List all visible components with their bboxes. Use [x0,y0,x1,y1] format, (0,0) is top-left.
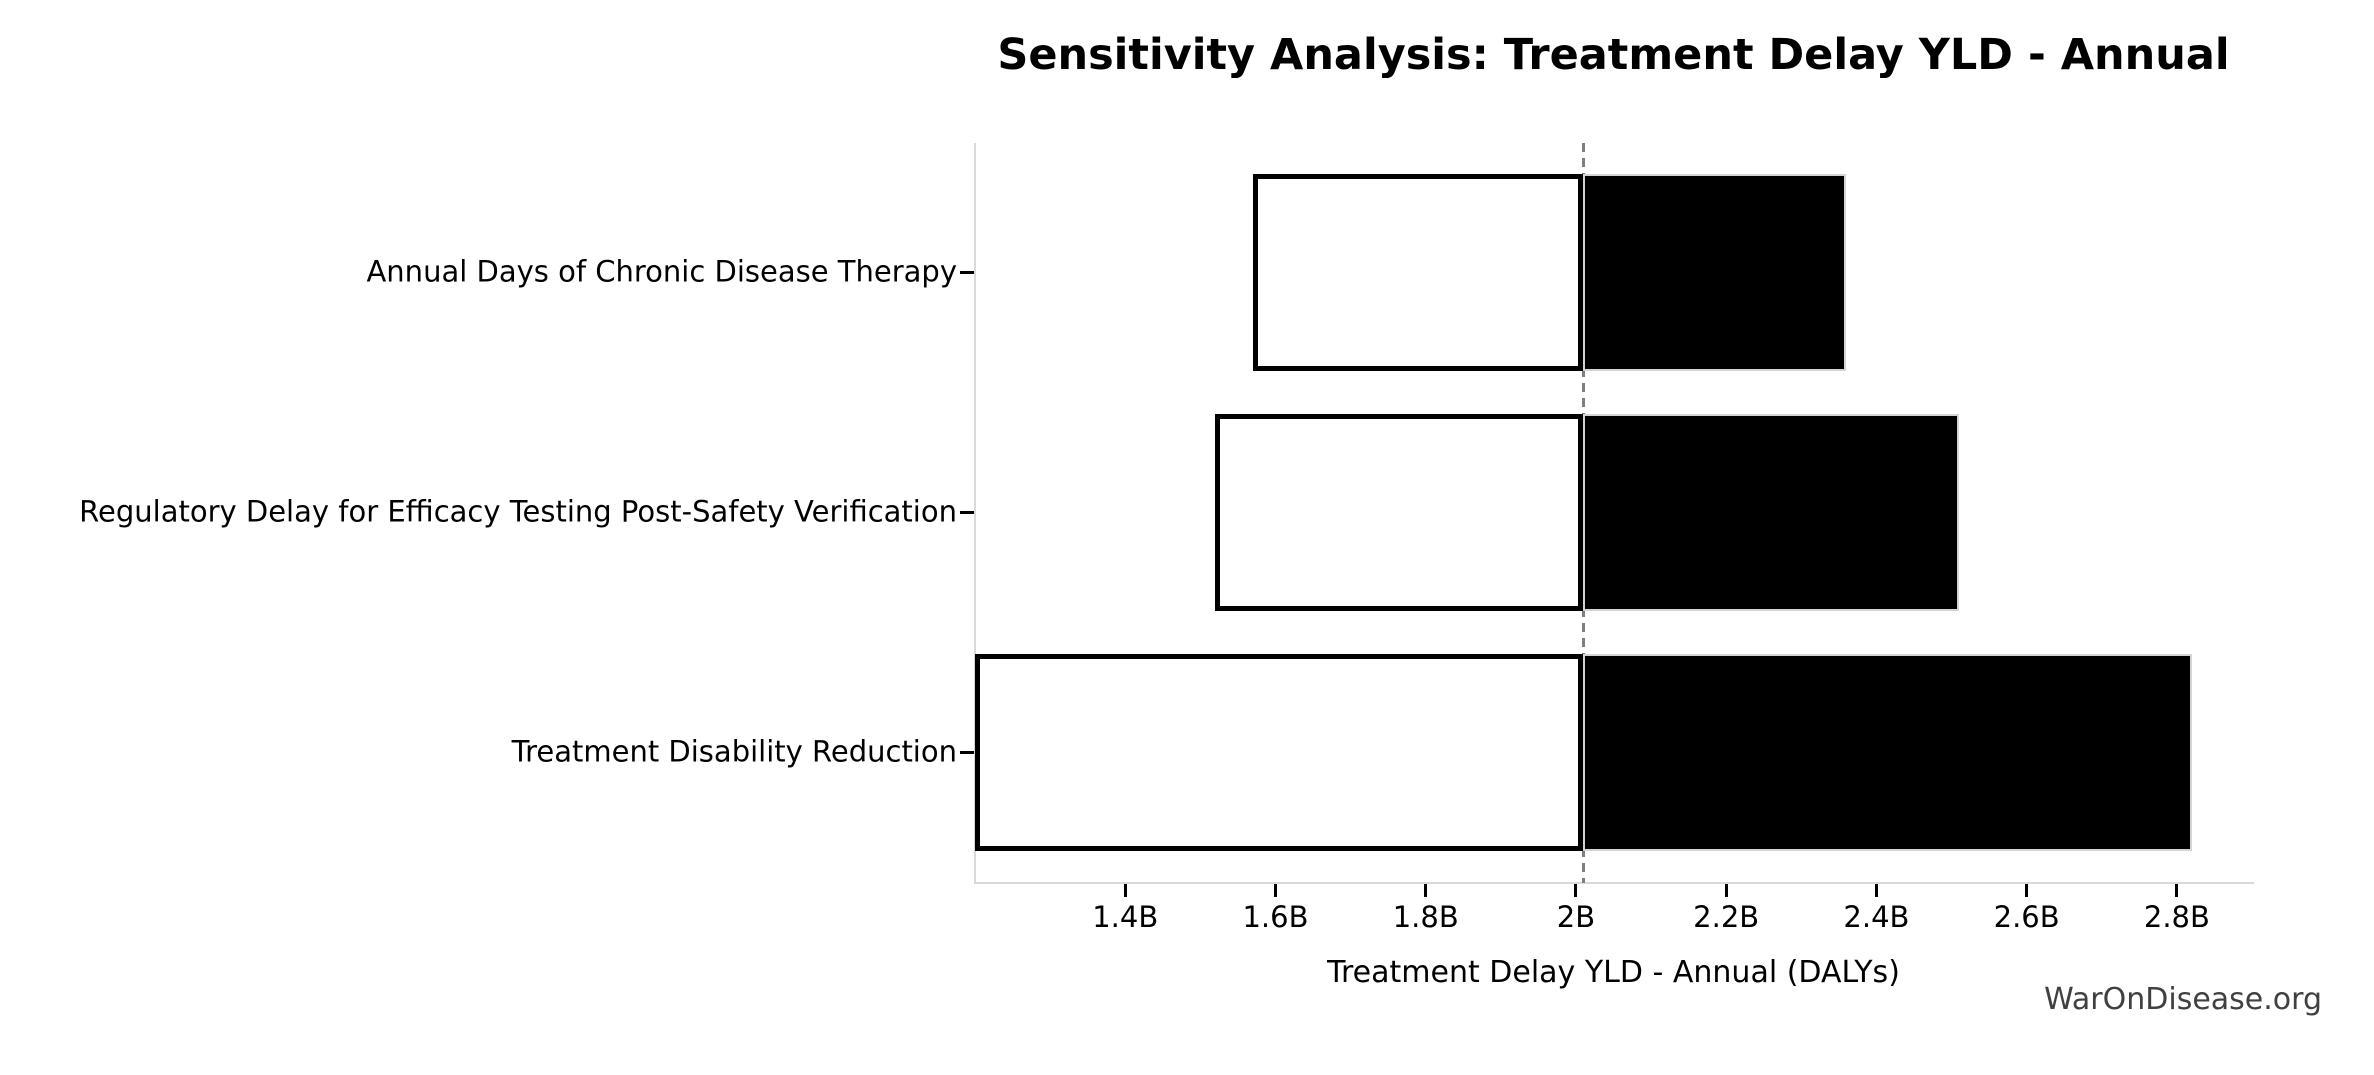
x-axis-tick-mark [1874,884,1878,897]
x-axis-tick-label: 1.6B [1242,900,1309,934]
x-axis-tick-label: 2.6B [1993,900,2060,934]
x-axis-spine [974,882,2254,884]
bar-high-segment [1583,173,1847,371]
x-axis-tick-mark [2175,884,2179,897]
bar-low-segment [1215,413,1584,611]
y-axis-tick-label: Regulatory Delay for Efficacy Testing Po… [79,494,957,529]
x-axis-tick-mark [1273,884,1277,897]
chart-title: Sensitivity Analysis: Treatment Delay YL… [997,30,2230,80]
bar-low-segment [1252,173,1584,371]
y-axis-tick-mark [960,510,974,514]
x-axis-tick-mark [1424,884,1428,897]
x-axis-tick-label: 2.8B [2143,900,2210,934]
bar-low-segment [975,653,1584,851]
x-axis-tick-mark [1123,884,1127,897]
watermark: WarOnDisease.org [2044,982,2322,1017]
x-axis-tick-mark [1574,884,1578,897]
x-axis-tick-label: 2.4B [1843,900,1910,934]
x-axis-tick-mark [2025,884,2029,897]
x-axis-tick-label: 1.8B [1392,900,1459,934]
x-axis-tick-mark [1724,884,1728,897]
y-axis-tick-mark [960,750,974,754]
y-axis-spine [974,143,976,884]
bar-high-segment [1583,413,1960,611]
x-axis-tick-label: 2.2B [1693,900,1760,934]
x-axis-tick-label: 1.4B [1092,900,1159,934]
x-axis-tick-label: 2B [1556,900,1596,934]
y-axis-tick-mark [960,270,974,274]
x-axis-title: Treatment Delay YLD - Annual (DALYs) [1327,955,1900,990]
y-axis-tick-label: Treatment Disability Reduction [511,734,957,769]
y-axis-tick-label: Annual Days of Chronic Disease Therapy [366,254,957,289]
bar-high-segment [1583,653,2192,851]
